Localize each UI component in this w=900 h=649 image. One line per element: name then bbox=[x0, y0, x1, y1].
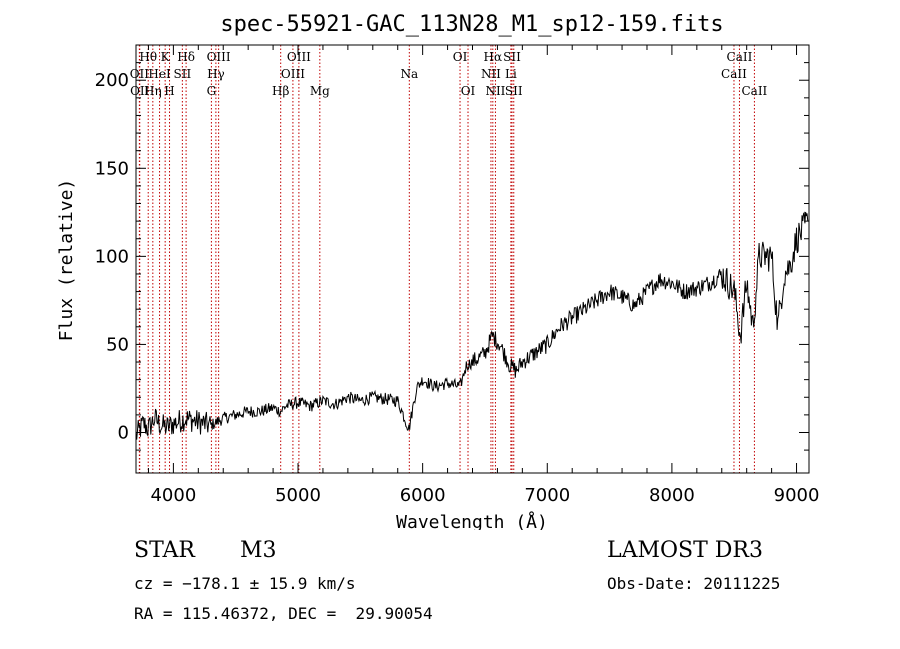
spectral-line-label: NII bbox=[485, 84, 505, 98]
spectral-line-label: K bbox=[161, 50, 171, 64]
spectral-line-label: CaII bbox=[741, 84, 767, 98]
spectral-line-label: H bbox=[164, 84, 174, 98]
y-tick-label: 150 bbox=[95, 158, 129, 179]
spectral-line-label: G bbox=[207, 84, 217, 98]
y-tick-label: 50 bbox=[106, 334, 129, 355]
spectral-line-label: Hα bbox=[484, 50, 503, 64]
spectral-line-label: OII bbox=[130, 84, 150, 98]
x-axis-label: Wavelength (Å) bbox=[396, 511, 548, 530]
spectrum-chart: spec-55921-GAC_113N28_M1_sp12-159.fits H… bbox=[56, 12, 820, 530]
x-tick-label: 8000 bbox=[649, 485, 695, 506]
spectral-line-label: OI bbox=[453, 50, 468, 64]
spectral-line-label: SII bbox=[505, 84, 523, 98]
coordinates: RA = 115.46372, DEC = 29.90054 bbox=[134, 604, 433, 623]
spectral-line-label: Hη bbox=[144, 84, 162, 98]
x-tick-label: 5000 bbox=[275, 485, 321, 506]
spectral-line-markers bbox=[138, 45, 755, 473]
x-axis-ticks: 4000 5000 6000 7000 8000 9000 bbox=[147, 45, 820, 506]
y-axis-label: Flux (relative) bbox=[56, 179, 77, 342]
observation-date: Obs-Date: 20111225 bbox=[607, 574, 781, 593]
redshift-value: cz = −178.1 ± 15.9 km/s bbox=[134, 574, 356, 593]
object-subclass: M3 bbox=[240, 538, 277, 563]
x-tick-label: 6000 bbox=[400, 485, 446, 506]
spectral-line-label: CaII bbox=[721, 67, 747, 81]
spectral-line-label: OI bbox=[461, 84, 476, 98]
spectral-line-label: Hβ bbox=[272, 84, 289, 98]
x-tick-label: 9000 bbox=[774, 485, 820, 506]
y-tick-label: 0 bbox=[118, 422, 129, 443]
spectral-line-label: Hθ bbox=[139, 50, 157, 64]
spectral-line-label: OII bbox=[130, 67, 150, 81]
spectral-line-label: SII bbox=[174, 67, 192, 81]
spectral-line-label: OIII bbox=[287, 50, 311, 64]
spectral-line-label: CaII bbox=[727, 50, 753, 64]
y-axis-ticks: 0 50 100 150 200 bbox=[95, 62, 809, 451]
spectral-line-label: Mg bbox=[310, 84, 330, 98]
spectral-line-label: Na bbox=[400, 67, 418, 81]
survey-name: LAMOST DR3 bbox=[607, 538, 763, 563]
spectral-line-label: Hγ bbox=[207, 67, 225, 81]
y-tick-label: 100 bbox=[95, 246, 129, 267]
spectral-line-label: Li bbox=[505, 67, 517, 81]
flux-series-group bbox=[135, 211, 809, 440]
spectral-line-label: OIII bbox=[207, 50, 231, 64]
plot-frame bbox=[135, 44, 810, 474]
flux-series-line bbox=[135, 211, 809, 440]
spectral-line-label: NII bbox=[481, 67, 501, 81]
spectral-line-label: Hδ bbox=[177, 50, 195, 64]
spectral-line-label: OIII bbox=[281, 67, 305, 81]
spectral-line-label: HeI bbox=[148, 67, 171, 81]
x-tick-label: 4000 bbox=[150, 485, 196, 506]
chart-title: spec-55921-GAC_113N28_M1_sp12-159.fits bbox=[220, 12, 723, 37]
x-tick-label: 7000 bbox=[524, 485, 570, 506]
y-tick-label: 200 bbox=[95, 70, 129, 91]
spectral-line-label: SII bbox=[503, 50, 521, 64]
object-class: STAR bbox=[134, 538, 195, 563]
